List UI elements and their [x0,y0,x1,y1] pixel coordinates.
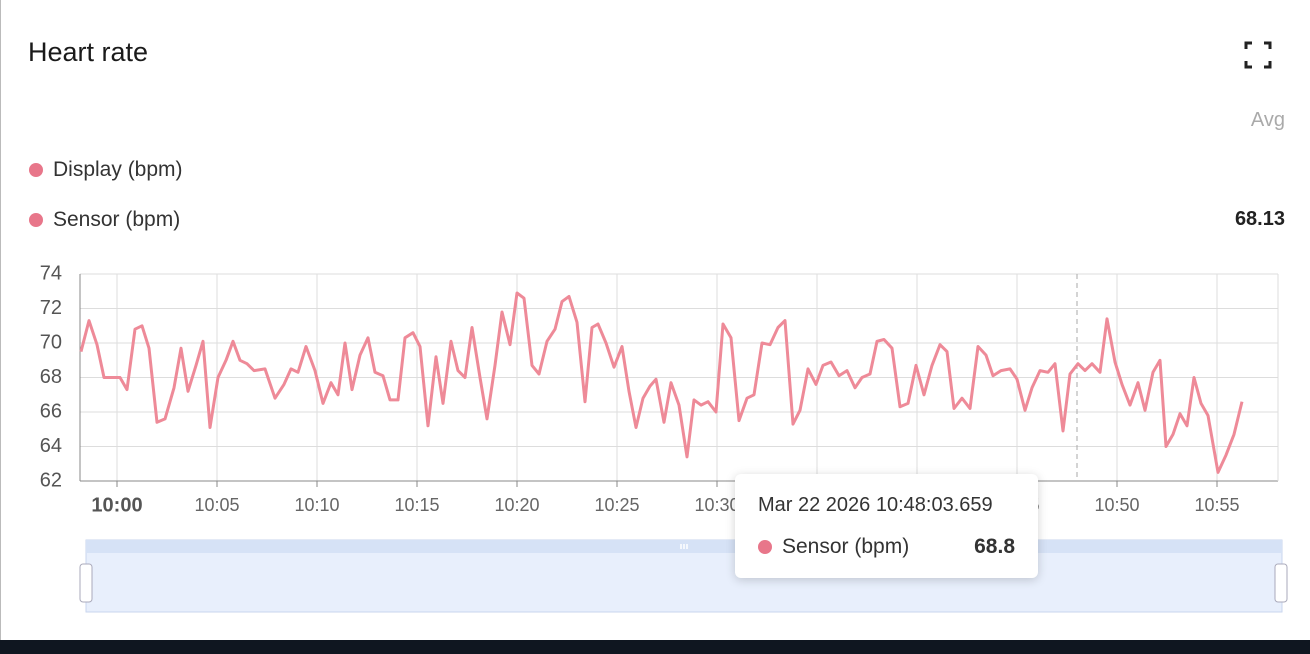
x-tick-label: 10:25 [594,495,639,515]
chart: 62 64 66 68 70 72 74 10:00 10:05 10:10 10:15 10:20 1… [40,262,1288,613]
tooltip-value: 68.8 [974,535,1015,558]
card: Heart rate Avg Display (bpm) Sensor (bpm… [0,0,1285,640]
x-tick-label: 10:10 [294,495,339,515]
tooltip-time: Mar 22 2026 10:48:03.659 [758,494,993,516]
y-tick-label: 64 [40,435,62,457]
footer-bar [0,640,1310,654]
slider-handle[interactable] [1274,563,1288,603]
y-tick-label: 74 [40,262,62,284]
slider-handle[interactable] [79,563,93,603]
plot-area: 62 64 66 68 70 72 74 10:00 10:05 10:10 10:15 10:20 1… [40,262,1279,516]
slider-grip [680,544,688,549]
y-tick-label: 72 [40,297,62,319]
y-tick-label: 68 [40,366,62,388]
legend-item[interactable]: Display (bpm) [29,158,183,182]
legend-dot [29,213,43,227]
x-tick-label: 10:00 [91,494,142,516]
legend-label: Display (bpm) [53,158,183,181]
y-tick-label: 66 [40,400,62,422]
tooltip: Mar 22 2026 10:48:03.659 Sensor (bpm) 68.… [735,474,1038,578]
fullscreen-button[interactable] [1243,40,1273,70]
data-line [79,291,1244,474]
tooltip-series: Sensor (bpm) [782,535,910,558]
tooltip-row: Sensor (bpm) 68.8 [758,535,1015,559]
tooltip-dot [758,540,772,554]
x-tick-label: 10:50 [1094,495,1139,515]
aggregate-label: Avg [1250,109,1285,131]
x-tick-label: 10:55 [1194,495,1239,515]
legend-average: 68.13 [1234,208,1285,230]
card-title: Heart rate [28,37,149,67]
y-tick-label: 62 [40,469,62,491]
y-tick-label: 70 [40,331,62,353]
legend-item[interactable]: Sensor (bpm) [29,208,180,232]
x-tick-label: 10:15 [394,495,439,515]
x-tick-label: 10:20 [494,495,539,515]
zoom-slider[interactable] [79,539,1288,613]
legend-label: Sensor (bpm) [53,208,181,231]
x-tick-label: 10:30 [694,495,739,515]
legend-dot [29,163,43,177]
x-tick-label: 10:05 [194,495,239,515]
